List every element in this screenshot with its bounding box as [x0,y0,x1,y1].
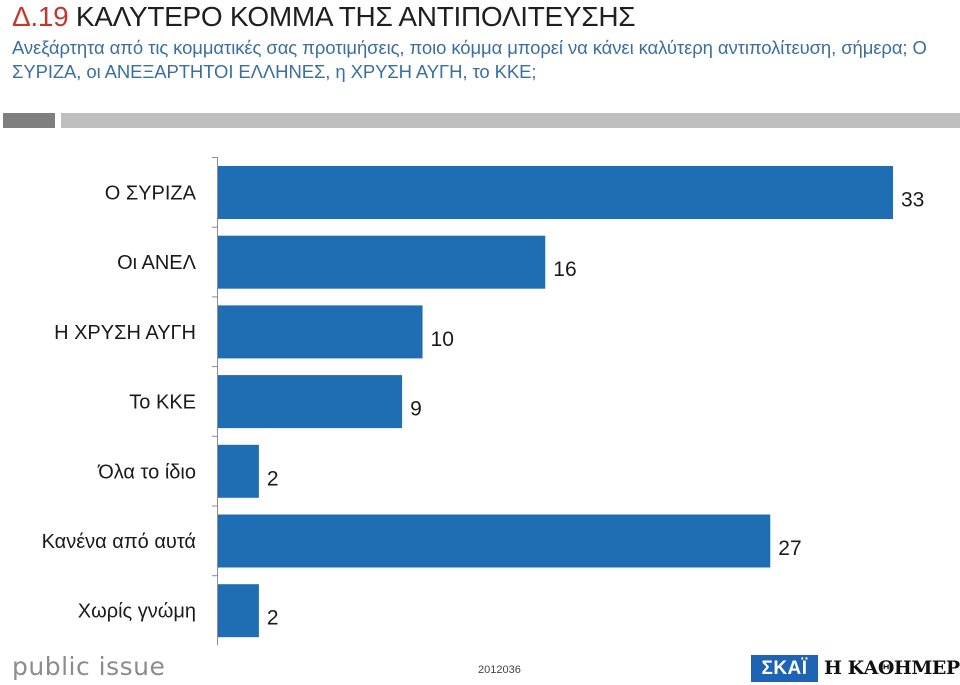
survey-code: 2012036 [478,664,521,676]
bar [218,235,546,289]
question-code: Δ.19 [12,1,69,32]
value-label: 2 [267,467,279,490]
chart-title: Δ.19 ΚΑΛΥΤΕΡΟ ΚΟΜΜΑ ΤΗΣ ΑΝΤΙΠΟΛΙΤΕΥΣΗΣ [12,1,952,33]
value-label: 27 [778,537,801,560]
bar-chart: Ο ΣΥΡΙΖΑ 33 Οι ΑΝΕΛ 16 Η ΧΡΥΣΗ ΑΥΓΗ 10 Το ΚΚΕ 9… [42,157,924,645]
value-label: 9 [410,398,422,421]
bar [218,584,259,638]
value-label: 2 [267,607,279,630]
title-text: ΚΑΛΥΤΕΡΟ ΚΟΜΜΑ ΤΗΣ ΑΝΤΙΠΟΛΙΤΕΥΣΗΣ [75,1,636,32]
category-label: Οι ΑΝΕΛ [117,252,197,274]
bar [218,375,403,429]
category-label: Το ΚΚΕ [129,392,196,414]
bars-group: Ο ΣΥΡΙΖΑ 33 Οι ΑΝΕΛ 16 Η ΧΡΥΣΗ ΑΥΓΗ 10 Το ΚΚΕ 9… [42,157,924,638]
bar [218,514,771,568]
skai-logo: ΣΚΑΪ [751,655,818,682]
value-label: 16 [553,258,576,281]
public-issue-logo: public issue [12,652,166,681]
category-label: Κανένα από αυτά [42,531,196,553]
category-label: Η ΧΡΥΣΗ ΑΥΓΗ [54,322,196,344]
category-label: Ο ΣΥΡΙΖΑ [105,183,197,205]
kathimerini-logo: Η ΚΑΘΗΜΕΡΙΝΗ [824,657,960,679]
category-label: Όλα το ίδιο [97,461,196,483]
divider-light [61,113,960,128]
divider-dark [3,113,55,128]
value-label: 33 [901,189,924,212]
chart-header: Δ.19 ΚΑΛΥΤΕΡΟ ΚΟΜΜΑ ΤΗΣ ΑΝΤΙΠΟΛΙΤΕΥΣΗΣ Α… [12,0,952,84]
bar [218,166,893,219]
bar [218,305,423,359]
question-text: Ανεξάρτητα από τις κομματικές σας προτιμ… [12,37,927,82]
category-label: Χωρίς γνώμη [78,601,196,623]
bar [218,444,259,498]
value-label: 10 [431,328,454,351]
